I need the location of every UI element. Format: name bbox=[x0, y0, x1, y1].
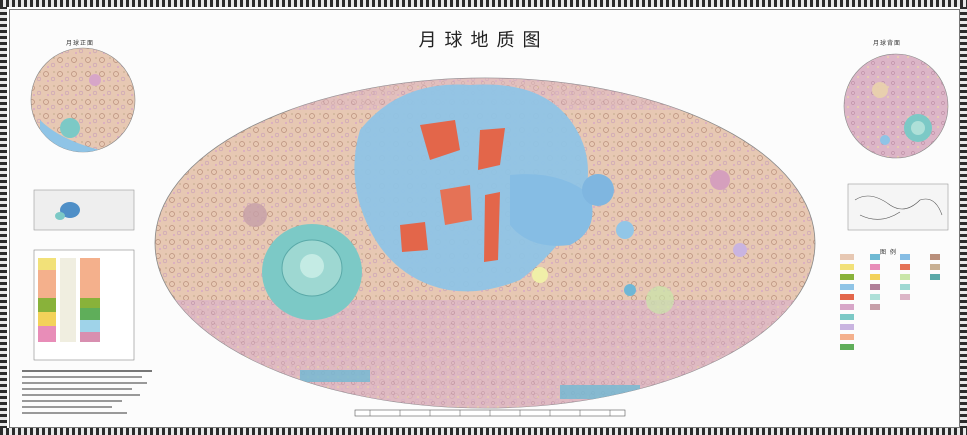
near-side-globe bbox=[30, 47, 136, 153]
map-title: 月球地质图 bbox=[418, 30, 549, 51]
inset-map-left bbox=[33, 189, 135, 231]
notes-block bbox=[22, 370, 152, 414]
legend-swatches bbox=[840, 254, 940, 350]
legend-title: 图 例 bbox=[880, 249, 897, 256]
scale-bar bbox=[354, 409, 626, 417]
lunar-map-main bbox=[154, 77, 816, 409]
far-side-title: 月球背面 bbox=[873, 40, 902, 47]
far-side-globe bbox=[843, 53, 949, 159]
stratigraphic-column bbox=[33, 249, 135, 361]
inset-map-right bbox=[847, 183, 949, 231]
near-side-title: 月球正面 bbox=[66, 40, 95, 47]
